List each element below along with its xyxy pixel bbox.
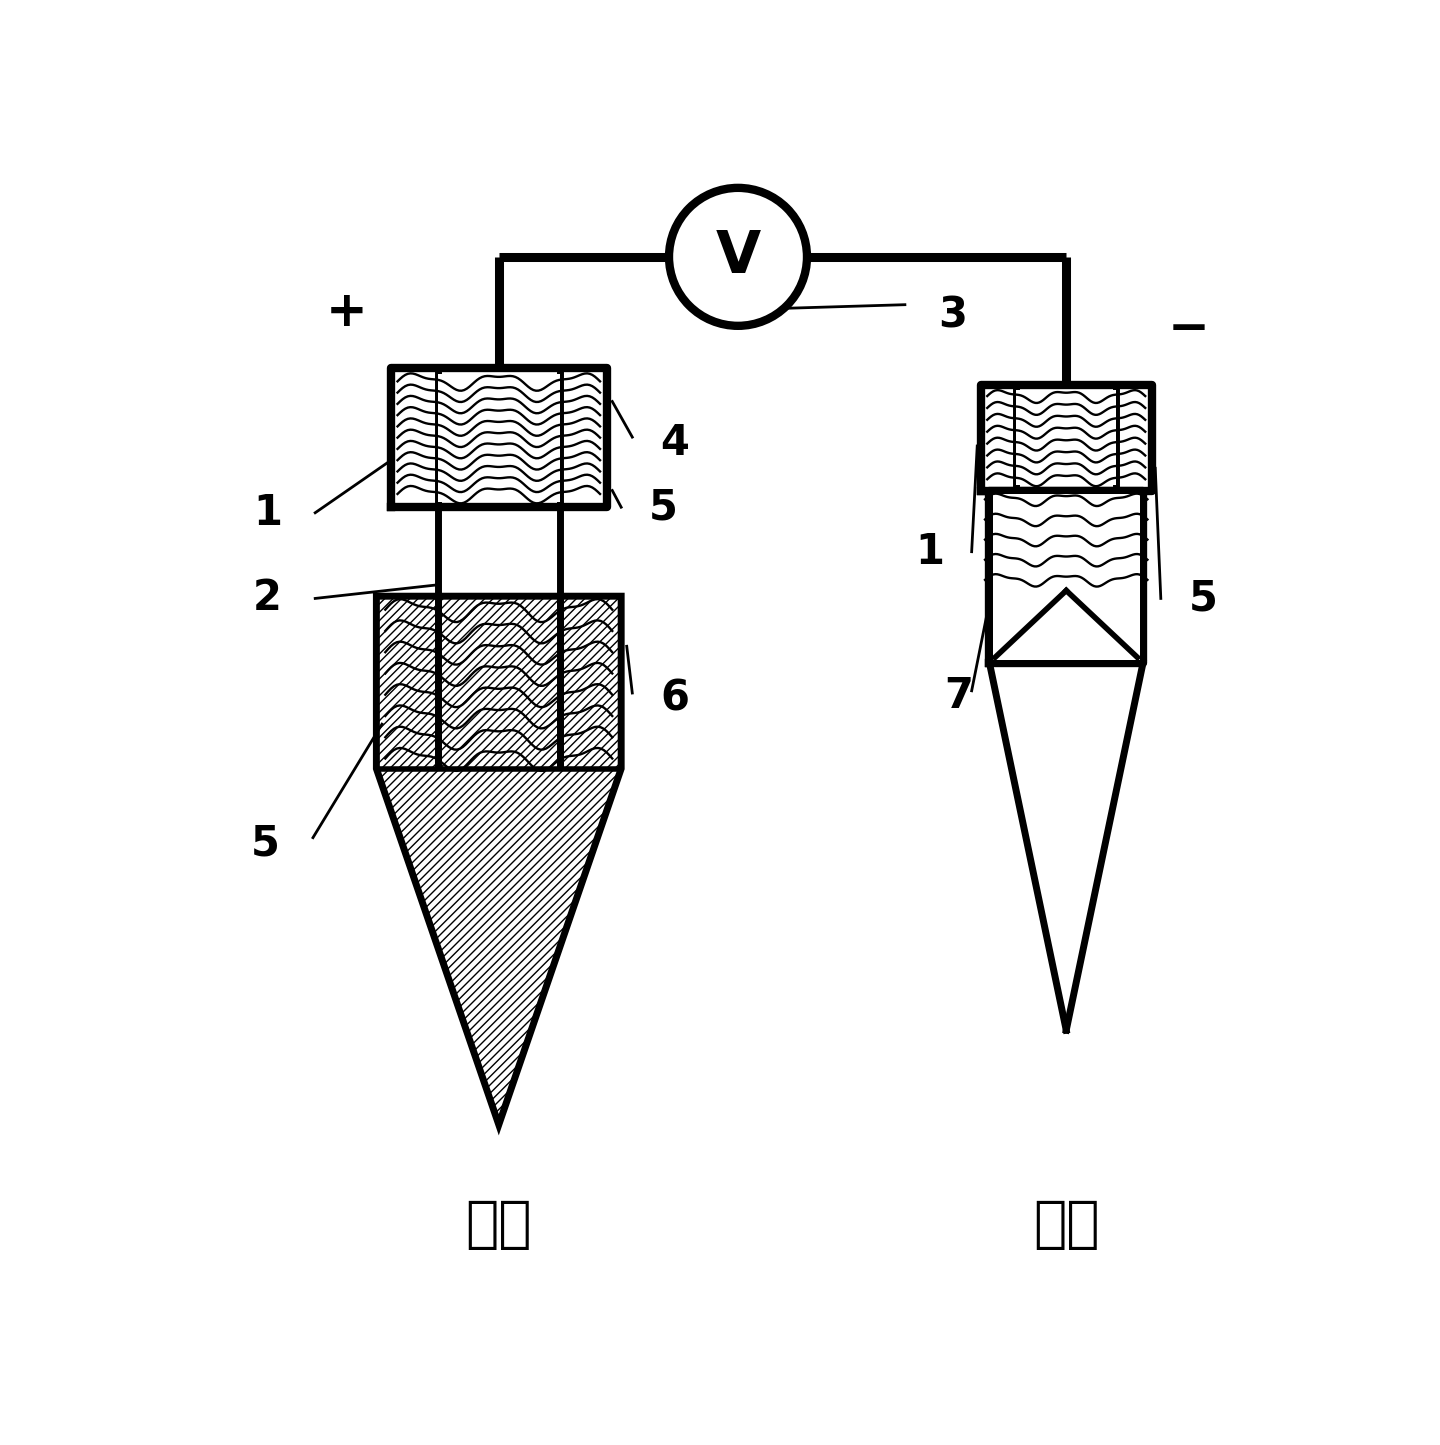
Bar [1017, 390, 1116, 486]
Text: 1: 1 [253, 491, 282, 533]
Bar [992, 494, 1139, 659]
Text: 7: 7 [943, 675, 973, 717]
Text: 5: 5 [1188, 578, 1217, 620]
Text: 5: 5 [649, 486, 678, 529]
Text: V: V [716, 228, 760, 285]
Polygon shape [376, 597, 621, 1124]
Text: 2: 2 [253, 578, 282, 620]
Circle shape [670, 188, 806, 325]
Text: 阴极: 阴极 [465, 1198, 531, 1251]
Bar [438, 374, 560, 501]
Text: 5: 5 [251, 822, 279, 864]
Text: 3: 3 [939, 295, 968, 337]
Text: +: + [325, 289, 367, 337]
Text: 4: 4 [660, 422, 688, 464]
Text: −: − [1168, 305, 1210, 353]
Text: 阳极: 阳极 [1032, 1198, 1100, 1251]
Text: 6: 6 [660, 678, 690, 720]
Text: 1: 1 [914, 530, 943, 572]
